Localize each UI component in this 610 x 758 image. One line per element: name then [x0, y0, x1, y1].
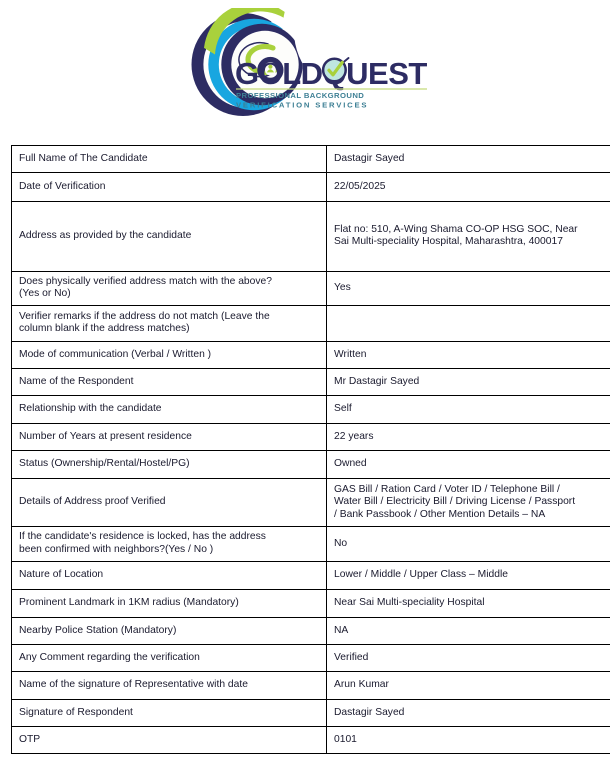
svg-text:PROFESSIONAL BACKGROUND: PROFESSIONAL BACKGROUND — [236, 91, 364, 100]
svg-text:VERIFICATION SERVICES: VERIFICATION SERVICES — [236, 101, 368, 110]
